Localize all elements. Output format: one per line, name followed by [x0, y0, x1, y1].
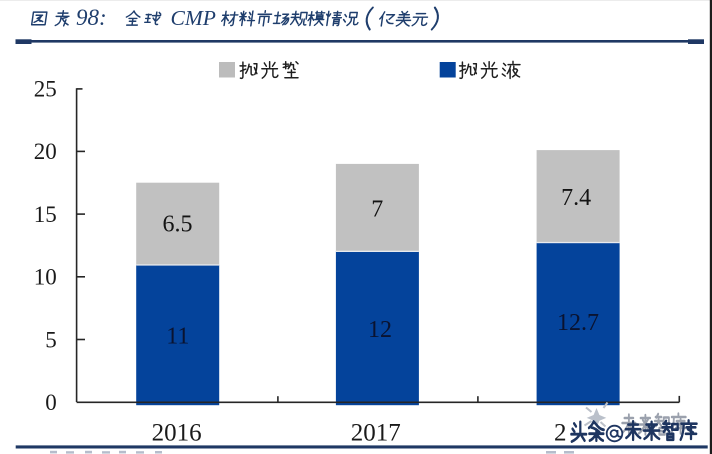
svg-text:5: 5	[45, 327, 57, 352]
svg-text:7.4: 7.4	[561, 185, 591, 211]
svg-text:2016: 2016	[152, 420, 202, 447]
svg-text:25: 25	[34, 77, 57, 102]
svg-text:0: 0	[45, 390, 57, 415]
svg-text:10: 10	[34, 265, 57, 290]
svg-text:15: 15	[34, 202, 57, 227]
svg-text:12.7: 12.7	[557, 310, 599, 336]
svg-text:2017: 2017	[351, 420, 401, 447]
svg-text:7: 7	[371, 197, 383, 223]
svg-text:98:: 98:	[76, 5, 107, 30]
svg-text:11: 11	[166, 324, 189, 350]
svg-text:12: 12	[368, 317, 392, 343]
svg-text:6.5: 6.5	[163, 212, 193, 238]
svg-text:2: 2	[554, 420, 567, 447]
svg-text:CMP: CMP	[171, 6, 216, 30]
svg-text:20: 20	[34, 139, 57, 164]
